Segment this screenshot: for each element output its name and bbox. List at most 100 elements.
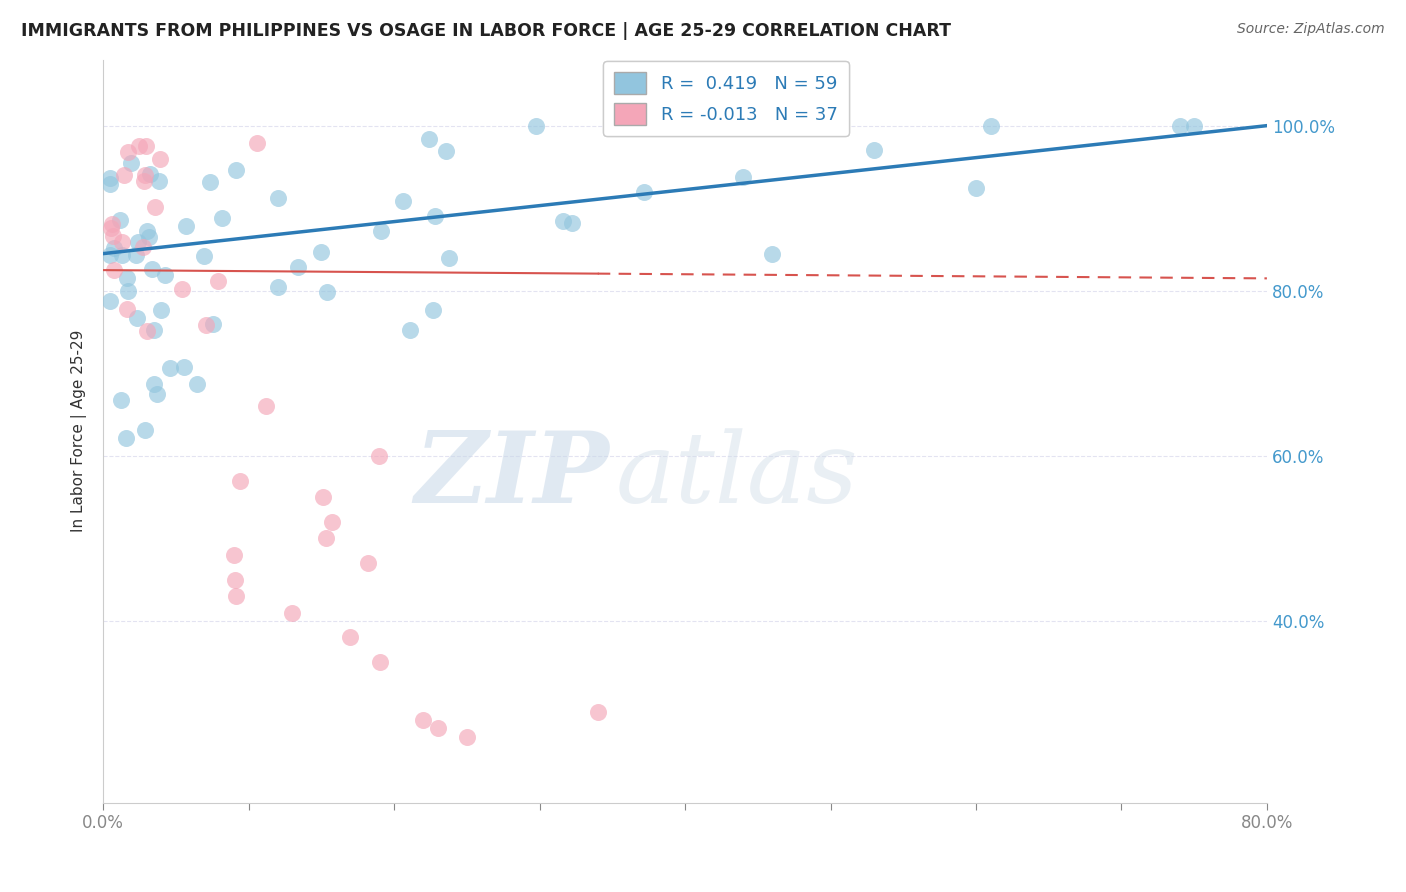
Point (586, 705, 609, 719)
Point (368, 449, 391, 463)
Point (128, 139, 150, 153)
Point (733, 169, 755, 184)
Point (224, 573, 246, 587)
Point (423, 209, 446, 223)
Point (153, 268, 176, 283)
Point (186, 376, 208, 391)
Point (1168, 119, 1191, 133)
Point (965, 180, 987, 194)
Point (321, 515, 343, 529)
Point (136, 224, 159, 238)
Point (100, 177, 122, 191)
Point (287, 260, 309, 274)
Point (103, 262, 125, 277)
Text: atlas: atlas (616, 428, 858, 524)
Point (229, 474, 252, 488)
Point (524, 119, 547, 133)
Point (100, 293, 122, 308)
Point (267, 280, 290, 294)
Point (132, 174, 155, 188)
Point (399, 323, 422, 337)
Point (368, 655, 391, 669)
Point (194, 318, 217, 333)
Point (225, 162, 247, 177)
Point (149, 152, 172, 166)
Point (132, 240, 155, 254)
Point (135, 324, 157, 338)
Point (134, 423, 156, 437)
Point (412, 713, 434, 727)
Point (115, 270, 138, 285)
Point (437, 251, 460, 265)
Point (117, 284, 139, 298)
Point (101, 228, 124, 243)
Point (146, 387, 169, 401)
Point (434, 144, 457, 158)
Point (111, 235, 134, 250)
Point (370, 224, 392, 238)
Point (315, 532, 337, 546)
Point (246, 136, 269, 150)
Point (207, 274, 229, 288)
Point (150, 303, 173, 318)
Point (202, 318, 225, 332)
Point (1182, 119, 1205, 133)
Point (108, 213, 131, 227)
Point (633, 185, 655, 199)
Point (172, 282, 194, 296)
Point (103, 241, 125, 255)
Point (100, 221, 122, 235)
Point (357, 556, 380, 570)
Point (148, 174, 170, 188)
Text: Source: ZipAtlas.com: Source: ZipAtlas.com (1237, 22, 1385, 37)
Point (134, 168, 156, 182)
Point (193, 249, 215, 263)
Point (125, 248, 148, 262)
Point (422, 302, 444, 317)
Point (456, 730, 478, 744)
Point (198, 175, 221, 189)
Point (311, 245, 333, 260)
Point (138, 230, 160, 244)
Point (266, 191, 288, 205)
Point (281, 606, 304, 620)
Point (316, 285, 339, 300)
Point (117, 145, 139, 159)
Text: IMMIGRANTS FROM PHILIPPINES VS OSAGE IN LABOR FORCE | AGE 25-29 CORRELATION CHAR: IMMIGRANTS FROM PHILIPPINES VS OSAGE IN … (21, 22, 950, 40)
Point (115, 301, 138, 316)
Point (127, 235, 149, 249)
Point (339, 631, 361, 645)
Point (418, 132, 440, 146)
Point (254, 400, 277, 414)
Point (115, 431, 138, 445)
Y-axis label: In Labor Force | Age 25-29: In Labor Force | Age 25-29 (72, 330, 87, 533)
Point (863, 143, 886, 157)
Point (225, 589, 247, 603)
Point (561, 215, 583, 229)
Point (312, 490, 335, 504)
Point (101, 217, 124, 231)
Point (159, 361, 181, 376)
Point (761, 247, 783, 261)
Point (391, 194, 413, 209)
Point (112, 168, 135, 182)
Point (222, 548, 245, 562)
Point (143, 201, 166, 215)
Point (142, 376, 165, 391)
Point (426, 721, 449, 735)
Point (110, 393, 132, 408)
Point (100, 170, 122, 185)
Point (142, 323, 165, 337)
Point (127, 310, 149, 325)
Point (100, 248, 122, 262)
Point (173, 360, 195, 375)
Legend: R =  0.419   N = 59, R = -0.013   N = 37: R = 0.419 N = 59, R = -0.013 N = 37 (603, 62, 849, 136)
Text: ZIP: ZIP (415, 427, 609, 524)
Point (141, 262, 163, 277)
Point (979, 119, 1001, 133)
Point (120, 156, 142, 170)
Point (111, 248, 134, 262)
Point (139, 167, 162, 181)
Point (211, 211, 233, 226)
Point (551, 214, 574, 228)
